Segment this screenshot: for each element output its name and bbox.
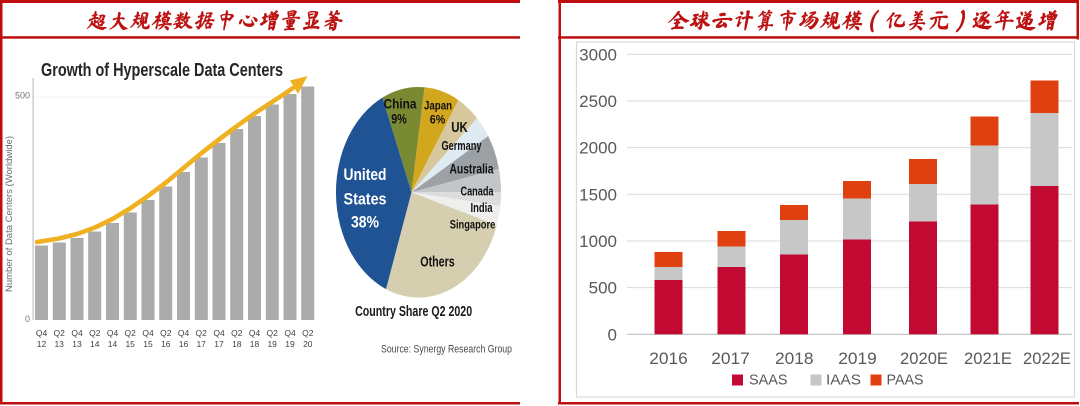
svg-text:Q4: Q4 [178,328,190,338]
svg-text:China: China [384,96,418,112]
svg-text:Q4: Q4 [284,328,296,338]
svg-text:15: 15 [125,339,135,349]
svg-text:2021E: 2021E [964,349,1012,368]
svg-text:17: 17 [196,339,206,349]
svg-text:Source: Synergy Research Group: Source: Synergy Research Group [381,344,512,356]
svg-text:Germany: Germany [442,140,482,153]
svg-text:Japan: Japan [424,101,452,113]
svg-text:Q2: Q2 [302,328,314,338]
svg-text:15: 15 [143,339,153,349]
svg-text:2019: 2019 [838,349,877,368]
svg-text:India: India [471,202,493,215]
svg-text:20: 20 [303,339,313,349]
svg-text:Q4: Q4 [142,328,154,338]
svg-text:Q2: Q2 [89,328,101,338]
svg-text:1500: 1500 [579,185,617,204]
svg-text:Q4: Q4 [213,328,225,338]
svg-text:9%: 9% [391,111,407,127]
svg-text:19: 19 [285,339,295,349]
svg-text:2000: 2000 [579,139,617,158]
svg-text:SAAS: SAAS [749,372,788,389]
svg-text:IAAS: IAAS [826,372,861,389]
svg-text:Q4: Q4 [249,328,261,338]
svg-text:PAAS: PAAS [887,372,924,389]
svg-text:Singapore: Singapore [450,218,496,231]
svg-text:19: 19 [267,339,277,349]
svg-text:UK: UK [451,119,468,136]
svg-text:17: 17 [214,339,224,349]
svg-text:2020E: 2020E [900,349,948,368]
svg-text:Canada: Canada [461,185,494,198]
svg-text:18: 18 [250,339,260,349]
svg-text:2018: 2018 [775,349,814,368]
svg-text:2022E: 2022E [1023,349,1071,368]
svg-text:Growth of Hyperscale Data Cent: Growth of Hyperscale Data Centers [41,60,283,80]
svg-text:Q4: Q4 [36,328,48,338]
svg-text:0: 0 [608,325,617,344]
svg-text:3000: 3000 [579,45,617,64]
svg-text:Q2: Q2 [231,328,243,338]
svg-text:14: 14 [108,339,118,349]
svg-text:2017: 2017 [711,349,750,368]
svg-text:Q2: Q2 [54,328,66,338]
svg-text:United: United [344,167,387,185]
svg-text:States: States [344,191,387,209]
svg-text:Q2: Q2 [160,328,172,338]
svg-text:12: 12 [37,339,47,349]
svg-text:0: 0 [25,314,30,324]
svg-text:38%: 38% [351,214,379,232]
svg-text:Q4: Q4 [71,328,83,338]
svg-text:13: 13 [72,339,82,349]
svg-text:Number of Data Centers (Worldw: Number of Data Centers (Worldwide) [4,136,15,292]
svg-text:Q4: Q4 [107,328,119,338]
svg-text:16: 16 [161,339,171,349]
svg-text:Q2: Q2 [267,328,279,338]
svg-text:1000: 1000 [579,232,617,251]
svg-text:18: 18 [232,339,242,349]
svg-text:500: 500 [589,279,617,298]
svg-text:Q2: Q2 [196,328,208,338]
svg-text:Others: Others [420,253,455,270]
svg-text:13: 13 [54,339,64,349]
svg-text:6%: 6% [430,113,446,126]
svg-text:2016: 2016 [649,349,688,368]
svg-text:Q2: Q2 [125,328,137,338]
svg-text:16: 16 [179,339,189,349]
svg-text:Australia: Australia [450,161,494,177]
svg-text:500: 500 [15,91,30,101]
svg-text:Country Share Q2 2020: Country Share Q2 2020 [355,303,472,320]
svg-text:14: 14 [90,339,100,349]
svg-text:2500: 2500 [579,92,617,111]
